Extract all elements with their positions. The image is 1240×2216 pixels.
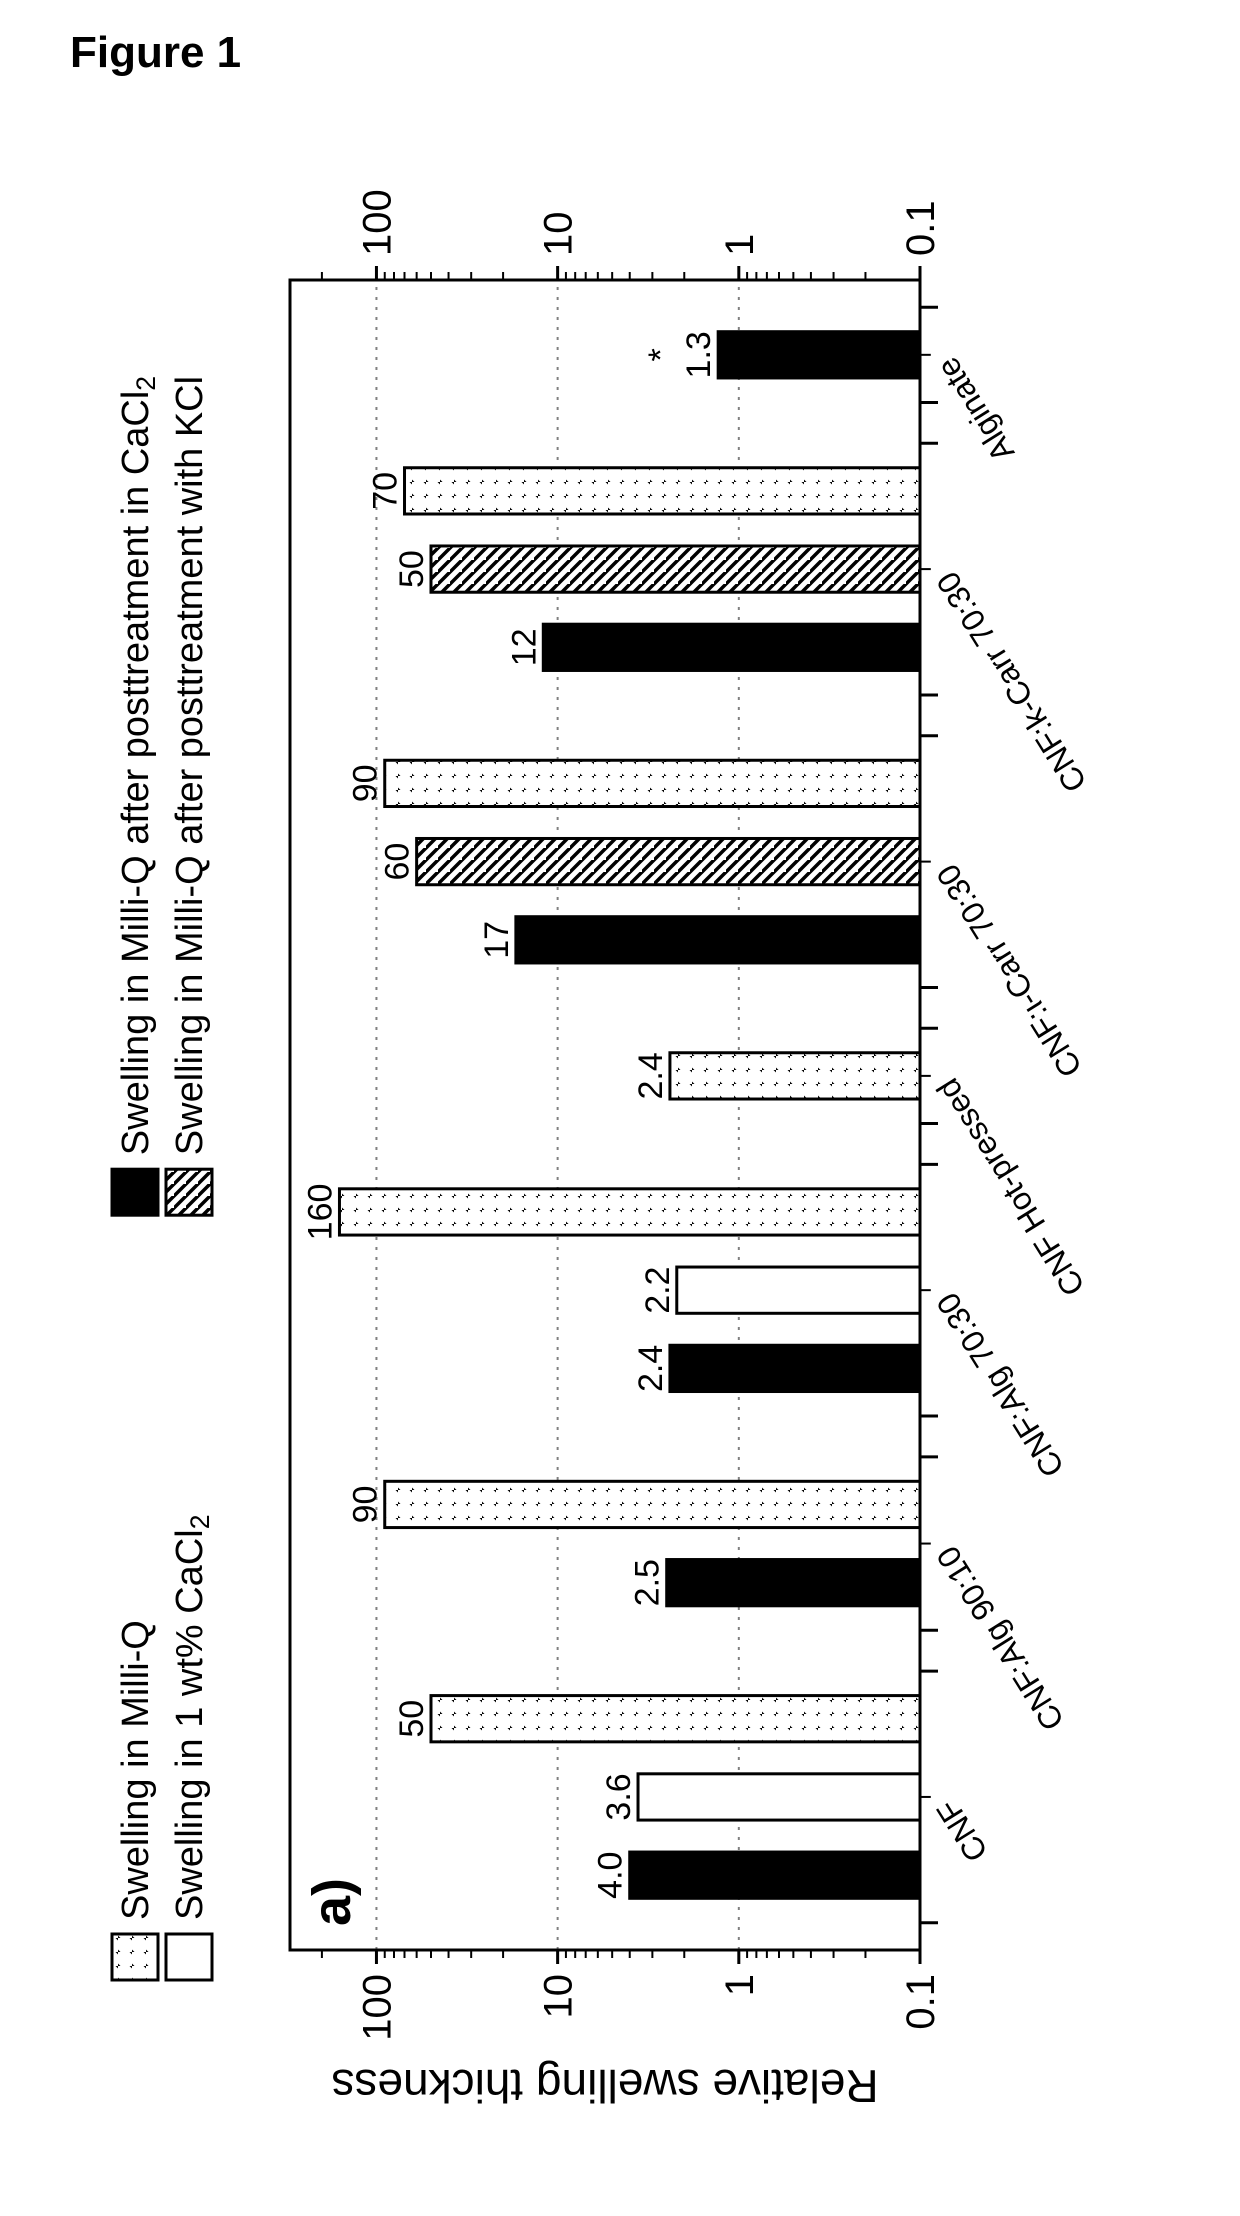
bar [718, 332, 920, 378]
svg-text:100: 100 [355, 1974, 399, 2041]
svg-text:4.0: 4.0 [592, 1852, 630, 1899]
svg-text:2.5: 2.5 [629, 1559, 667, 1606]
bar [431, 546, 920, 592]
svg-text:50: 50 [393, 550, 431, 588]
svg-text:1: 1 [718, 234, 762, 256]
bar [670, 1345, 920, 1391]
bar [385, 760, 920, 806]
svg-text:2.4: 2.4 [632, 1052, 670, 1099]
svg-text:Relative swelling thickness: Relative swelling thickness [331, 2060, 878, 2112]
svg-text:1: 1 [718, 1974, 762, 1996]
svg-text:12: 12 [505, 628, 543, 666]
bar [638, 1774, 920, 1820]
svg-text:Swelling in Milli-Q after post: Swelling in Milli-Q after posttreatment … [115, 376, 161, 1155]
svg-text:a): a) [302, 1878, 362, 1926]
svg-text:10: 10 [537, 1974, 581, 2019]
svg-text:2.2: 2.2 [639, 1267, 677, 1314]
bar [385, 1481, 920, 1527]
bar [431, 1696, 920, 1742]
bar [670, 1053, 920, 1099]
svg-text:0.1: 0.1 [899, 200, 943, 256]
svg-text:Swelling in Milli-Q: Swelling in Milli-Q [115, 1620, 157, 1920]
svg-text:160: 160 [301, 1184, 339, 1241]
bar [677, 1267, 920, 1313]
svg-text:Swelling in Milli-Q after post: Swelling in Milli-Q after posttreatment … [169, 376, 211, 1155]
svg-text:Swelling in 1 wt% CaCl2: Swelling in 1 wt% CaCl2 [169, 1514, 215, 1920]
bar [339, 1189, 920, 1235]
chart-container: Swelling in Milli-Q Swelling in Milli-Q a… [90, 160, 1150, 2120]
svg-text:10: 10 [537, 212, 581, 257]
bar [543, 624, 920, 670]
svg-text:3.6: 3.6 [600, 1773, 638, 1820]
svg-text:0.1: 0.1 [899, 1974, 943, 2030]
svg-text:50: 50 [393, 1700, 431, 1738]
svg-text:70: 70 [367, 472, 405, 510]
bar [667, 1560, 920, 1606]
figure-title: Figure 1 [70, 28, 241, 78]
svg-text:17: 17 [478, 921, 516, 959]
bar [417, 838, 920, 884]
svg-text:90: 90 [347, 764, 385, 802]
bar [516, 917, 920, 963]
bar-chart: Swelling in Milli-Q Swelling in Milli-Q a… [90, 160, 1150, 2120]
svg-text:*: * [642, 348, 680, 361]
svg-text:60: 60 [379, 843, 417, 881]
svg-text:1.3: 1.3 [680, 331, 718, 378]
bar [630, 1852, 920, 1898]
bar [405, 468, 920, 514]
svg-text:100: 100 [355, 189, 399, 256]
svg-text:90: 90 [347, 1486, 385, 1524]
svg-text:2.4: 2.4 [632, 1345, 670, 1392]
